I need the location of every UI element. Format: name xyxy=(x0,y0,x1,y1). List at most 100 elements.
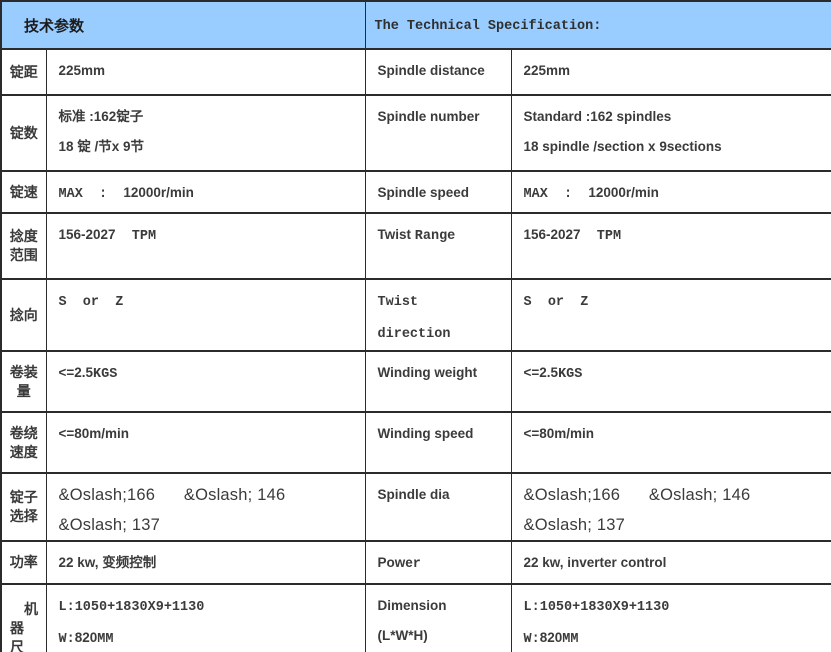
value-cn: MAX : 12000r/min xyxy=(45,170,366,214)
value-en: S or Z xyxy=(510,278,831,352)
text: Spindle number xyxy=(377,109,480,124)
value-cn: <=2.5KGS xyxy=(45,350,366,413)
text: <=80m/min xyxy=(523,426,595,441)
value-en: 225mm xyxy=(510,48,831,96)
label-en: Spindle distance xyxy=(364,48,512,96)
text: S or Z xyxy=(58,295,124,310)
text: Spindle distance xyxy=(377,63,485,78)
table-row-winding-weight: 卷装量 <=2.5KGS Winding weight <=2.5KGS xyxy=(0,350,831,413)
value-cn: L:1050+1830X9+1130 W:820MM H:1680mm xyxy=(45,583,366,652)
row-label-cn: 锭数 xyxy=(0,94,47,172)
text: <=2.5 xyxy=(523,365,559,380)
text: r xyxy=(412,557,421,572)
text: MAX : xyxy=(58,187,124,202)
table-row-spindle-speed: 锭速 MAX : 12000r/min Spindle speed MAX : … xyxy=(0,170,831,214)
row-label-cn: 机器尺寸 xyxy=(0,583,47,652)
label-en: Spindle dia xyxy=(364,472,512,542)
row-label-cn: 功率 xyxy=(0,540,47,585)
text: W: xyxy=(58,632,75,647)
text: MAX : xyxy=(523,187,589,202)
text: L:1050+1830X9+1130 xyxy=(523,600,670,615)
table-row-power: 功率 22 kw, 变频控制 Power 22 kw, inverter con… xyxy=(0,540,831,585)
text: Dimension xyxy=(377,598,447,613)
text: Spindle speed xyxy=(377,185,470,200)
value-cn: 标准 :162锭子 18 锭 /节x 9节 xyxy=(45,94,366,172)
label-en: Spindle speed xyxy=(364,170,512,214)
text: 12000r/min xyxy=(588,185,659,200)
label-en: Winding weight xyxy=(364,350,512,413)
row-label-cn: 捻度范围 xyxy=(0,212,47,280)
table-row-twist-direction: 捻向 S or Z Twist direction S or Z xyxy=(0,278,831,352)
text: Spindle dia xyxy=(377,487,450,502)
text: <=80m/min xyxy=(58,426,130,441)
value-en: Standard :162 spindles 18 spindle /secti… xyxy=(510,94,831,172)
text: &Oslash;166 &Oslash; 146 &Oslash; 137 xyxy=(523,486,756,534)
text: Winding speed xyxy=(377,426,474,441)
header-title-en: The Technical Specification: xyxy=(364,0,831,50)
text: L:1050+1830X9+1130 xyxy=(58,600,205,615)
text: W: xyxy=(523,632,540,647)
row-label-cn: 锭距 xyxy=(0,48,47,96)
label-en: Winding speed xyxy=(364,411,512,474)
text: 18 锭 /节x 9节 xyxy=(58,139,145,154)
text: 18 spindle /section x 9sections xyxy=(523,139,722,154)
value-en: 156-2027 TPM xyxy=(510,212,831,280)
text: Standard :162 spindles xyxy=(523,109,672,124)
label-en: Spindle number xyxy=(364,94,512,172)
text: KGS xyxy=(558,367,583,382)
value-cn: 225mm xyxy=(45,48,366,96)
text: 12000r/min xyxy=(123,185,194,200)
text: 22 kw, inverter control xyxy=(523,555,667,570)
text: TPM xyxy=(115,229,157,244)
row-label-cn: 卷绕速度 xyxy=(0,411,47,474)
value-cn: 22 kw, 变频控制 xyxy=(45,540,366,585)
table-row-spindle-number: 锭数 标准 :162锭子 18 锭 /节x 9节 Spindle number … xyxy=(0,94,831,172)
row-label-cn: 卷装量 xyxy=(0,350,47,413)
text: S or Z xyxy=(523,295,589,310)
row-label-cn: 锭子选择 xyxy=(0,472,47,542)
value-en: MAX : 12000r/min xyxy=(510,170,831,214)
header-title-cn: 技术参数 xyxy=(0,0,366,50)
text: Twist direction xyxy=(377,295,451,342)
text: 标准 :162锭子 xyxy=(58,109,144,124)
value-en: <=80m/min xyxy=(510,411,831,474)
text: Range xyxy=(414,229,456,244)
text: 22 kw, 变频控制 xyxy=(58,555,157,570)
value-en: <=2.5KGS xyxy=(510,350,831,413)
row-label-cn: 捻向 xyxy=(0,278,47,352)
text: 820 xyxy=(74,630,98,645)
value-cn: &Oslash;166 &Oslash; 146 &Oslash; 137 xyxy=(45,472,366,542)
text: (L*W*H) xyxy=(377,628,428,643)
text: 156-2027 xyxy=(58,227,116,242)
header-title-en-text: The Technical Specification: xyxy=(374,19,602,34)
text: 156-2027 xyxy=(523,227,581,242)
text: KGS xyxy=(93,367,118,382)
value-cn: S or Z xyxy=(45,278,366,352)
label-en: Dimension (L*W*H) xyxy=(364,583,512,652)
text: Twist xyxy=(377,227,415,242)
label-en: Twist Range xyxy=(364,212,512,280)
text: Powe xyxy=(377,555,413,570)
table-header-row: 技术参数 The Technical Specification: xyxy=(0,0,831,50)
text: 225mm xyxy=(523,63,571,78)
text: &Oslash;166 &Oslash; 146 &Oslash; 137 xyxy=(58,486,291,534)
text: MM xyxy=(97,632,114,647)
text: 225mm xyxy=(58,63,106,78)
table-row-twist-range: 捻度范围 156-2027 TPM Twist Range 156-2027 T… xyxy=(0,212,831,280)
text: MM xyxy=(562,632,579,647)
row-label-cn: 锭速 xyxy=(0,170,47,214)
text: TPM xyxy=(580,229,622,244)
value-en: 22 kw, inverter control xyxy=(510,540,831,585)
table-row-dimension: 机器尺寸 L:1050+1830X9+1130 W:820MM H:1680mm… xyxy=(0,583,831,652)
table-row-winding-speed: 卷绕速度 <=80m/min Winding speed <=80m/min xyxy=(0,411,831,474)
text: <=2.5 xyxy=(58,365,94,380)
table-row-spindle-dia: 锭子选择 &Oslash;166 &Oslash; 146 &Oslash; 1… xyxy=(0,472,831,542)
label-en: Twist direction xyxy=(364,278,512,352)
text: Winding weight xyxy=(377,365,478,380)
value-cn: 156-2027 TPM xyxy=(45,212,366,280)
value-en: &Oslash;166 &Oslash; 146 &Oslash; 137 xyxy=(510,472,831,542)
text: 820 xyxy=(539,630,563,645)
label-en: Power xyxy=(364,540,512,585)
